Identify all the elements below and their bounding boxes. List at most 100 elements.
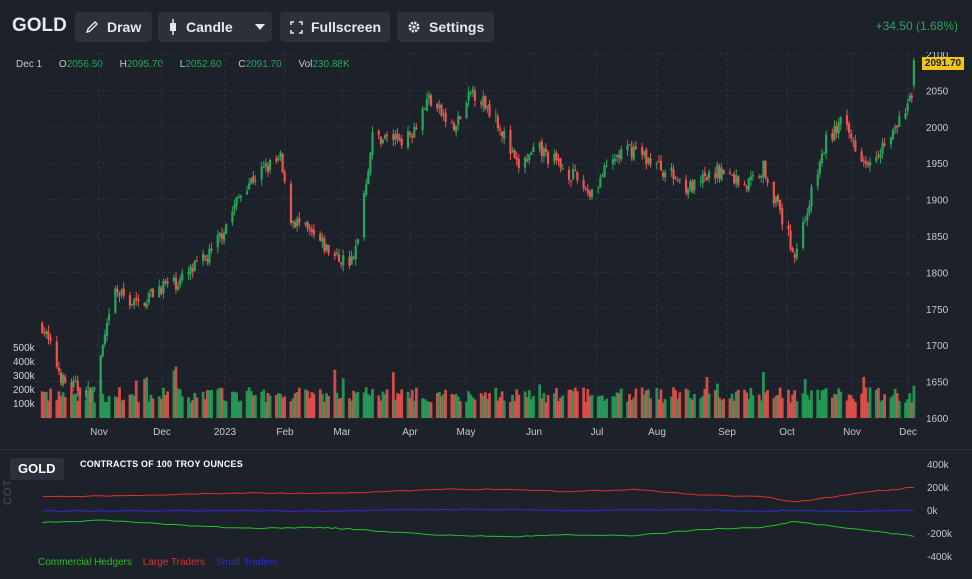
candle-body [845,115,849,125]
volume-bar [162,387,165,418]
volume-bar [713,390,717,418]
volume-bar [628,394,632,418]
candle-body [618,155,621,158]
candle-body [143,302,146,307]
volume-bar [912,385,916,418]
candle-body [233,204,236,210]
candle-body [133,299,136,305]
candle-body [323,238,326,252]
candle-body [275,158,278,162]
candle-body [55,341,58,367]
candle-body [379,136,382,144]
close-key: C [238,59,246,70]
volume-bar [881,400,884,418]
candle-body [423,108,426,110]
candle-body [854,140,857,152]
volume-bar [408,397,412,418]
volume-bar [174,366,178,418]
cot-chart[interactable]: 400k 200k 0k -200k -400k [0,450,972,560]
volume-bar [546,395,550,418]
candle-body [891,129,895,140]
candle-body [620,149,623,160]
ohlc-readout: Dec 1 O2056.50 H2095.70 L2052.60 C2091.7… [16,59,364,70]
chart-type-dropdown[interactable]: Candle [158,12,272,42]
candle-body [237,197,240,199]
candle-body [369,152,372,173]
candle-body [352,257,355,259]
volume-bar [897,400,901,418]
volume-bar [720,399,723,418]
y-tick-label: 2000 [926,123,949,134]
volume-bar [488,393,491,418]
candle-body [187,272,190,275]
candle-body [893,126,897,129]
candle-body [377,130,380,135]
series-large-traders [42,486,914,503]
candle-body [400,139,403,146]
candle-body [687,188,690,195]
volume-bars [40,366,916,418]
candle-body [735,175,738,184]
cot-y-tick-label: 0k [927,506,939,517]
draw-button[interactable]: Draw [75,12,152,42]
candle-body [574,170,577,172]
candle-body [176,286,180,291]
volume-bar [603,401,606,418]
candle-body [235,197,238,207]
candle-body [881,142,884,154]
volume-bar [295,392,299,418]
volume-bar [757,394,761,418]
cot-title: CONTRACTS OF 100 TROY OUNCES [80,459,243,469]
volume-bar [291,398,295,418]
volume-bar [49,388,52,418]
pane-divider[interactable] [0,449,972,450]
candle-body [76,380,79,391]
candle-body [49,338,52,341]
candle-body [509,129,512,154]
candle-body [342,255,345,266]
candle-body [511,150,514,153]
volume-bar [515,389,519,418]
volume-bar [864,387,868,418]
volume-bar [187,397,190,418]
candle-body [392,134,395,140]
candle-body [659,160,663,171]
candle-body [701,174,704,184]
volume-bar [350,400,353,418]
candle-body [291,220,295,224]
volume-bar [128,394,132,418]
candle-body [130,303,134,305]
candle-body [444,112,447,123]
cot-y-tick-label: 400k [927,460,950,471]
volume-bar [423,399,427,418]
candle-body [896,125,899,128]
volume-bar [63,396,67,418]
volume-bar [55,400,59,418]
volume-bar [833,393,836,418]
price-chart[interactable]: Nov Dec 2023 Feb Mar Apr May Jun Jul Aug Sep Oct Nov… [0,52,972,449]
candle-body [250,177,253,184]
volume-bar [598,395,602,418]
volume-bar [542,392,546,418]
volume-bar [254,394,257,418]
volume-bar [107,396,111,418]
candle-body [181,273,184,280]
candle-body [850,133,853,139]
candle-body [84,389,88,398]
candle-body [218,232,221,237]
volume-bar [818,399,822,418]
x-tick-label: May [457,427,476,438]
fullscreen-button-label: Fullscreen [311,19,382,35]
volume-bar [247,387,251,418]
candle-body [672,169,675,179]
candle-body [572,169,575,180]
volume-bar [101,393,105,418]
settings-button[interactable]: Settings [397,12,494,42]
fullscreen-button[interactable]: Fullscreen [280,12,390,42]
volume-bar [630,400,634,418]
volume-bar [400,389,404,418]
volume-bar [891,395,895,418]
volume-bar [239,400,243,418]
candle-body [128,295,132,306]
volume-bar [807,399,811,418]
